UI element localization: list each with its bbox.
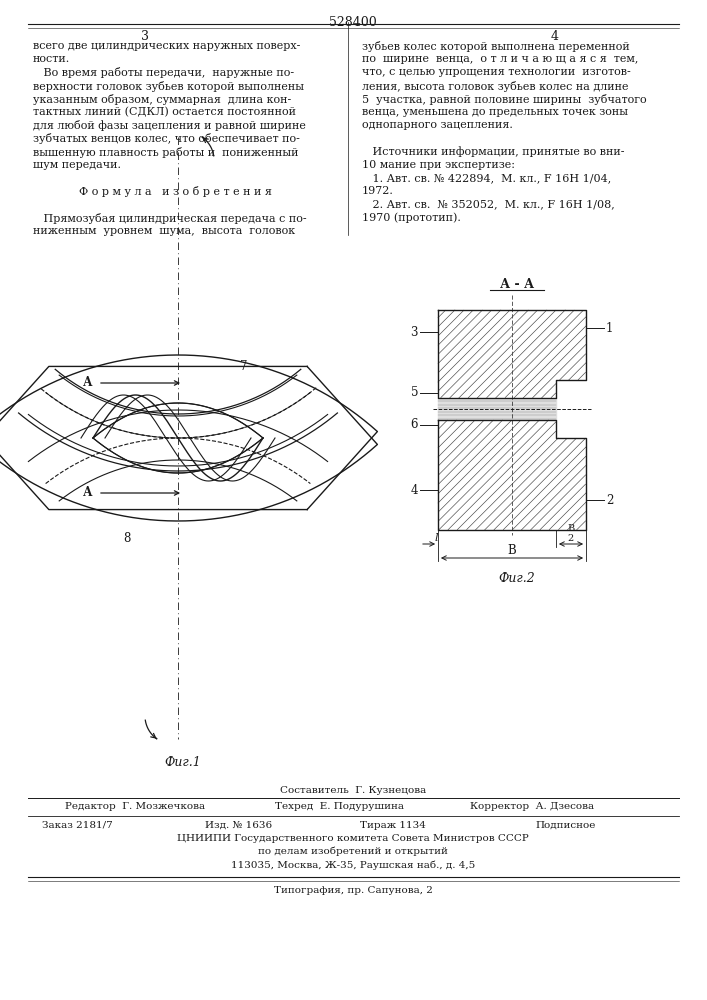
Text: B: B (508, 544, 516, 557)
Text: Фиг.2: Фиг.2 (498, 572, 535, 585)
Text: однопарного зацепления.: однопарного зацепления. (362, 120, 513, 130)
Text: 2. Авт. св.  № 352052,  М. кл., F 16H 1/08,: 2. Авт. св. № 352052, М. кл., F 16H 1/08… (362, 199, 615, 209)
Text: зубчатых венцов колес, что обеспечивает по-: зубчатых венцов колес, что обеспечивает … (33, 133, 300, 144)
Text: Типография, пр. Сапунова, 2: Типография, пр. Сапунова, 2 (274, 886, 433, 895)
Text: для любой фазы зацепления и равной ширине: для любой фазы зацепления и равной ширин… (33, 120, 306, 131)
Text: верхности головок зубьев которой выполнены: верхности головок зубьев которой выполне… (33, 81, 304, 92)
Text: ниженным  уровнем  шума,  высота  головок: ниженным уровнем шума, высота головок (33, 226, 295, 236)
Text: 1: 1 (606, 322, 614, 334)
Text: 8: 8 (123, 532, 130, 544)
Text: Подписное: Подписное (535, 821, 595, 830)
Bar (438, 398, 556, 420)
Text: по  ширине  венца,  о т л и ч а ю щ а я с я  тем,: по ширине венца, о т л и ч а ю щ а я с я… (362, 54, 638, 64)
Text: вышенную плавность работы и  пониженный: вышенную плавность работы и пониженный (33, 147, 298, 158)
Text: 1972.: 1972. (362, 186, 394, 196)
Text: B
2: B 2 (568, 524, 575, 543)
Text: Тираж 1134: Тираж 1134 (360, 821, 426, 830)
Text: 7: 7 (240, 360, 247, 372)
Text: 4: 4 (551, 30, 559, 43)
Text: по делам изобретений и открытий: по делам изобретений и открытий (258, 847, 448, 856)
Text: Ф о р м у л а   и з о б р е т е н и я: Ф о р м у л а и з о б р е т е н и я (78, 186, 271, 197)
Text: 6: 6 (411, 418, 418, 432)
Text: 5: 5 (411, 386, 418, 399)
Text: 3: 3 (411, 326, 418, 338)
Polygon shape (438, 420, 586, 530)
Text: Составитель  Г. Кузнецова: Составитель Г. Кузнецова (280, 786, 426, 795)
Text: Источники информации, принятые во вни-: Источники информации, принятые во вни- (362, 147, 624, 157)
Text: А: А (83, 486, 93, 498)
Text: Во время работы передачи,  наружные по-: Во время работы передачи, наружные по- (33, 67, 294, 78)
Text: шум передачи.: шум передачи. (33, 160, 121, 170)
Text: 4: 4 (411, 484, 418, 496)
Text: всего две цилиндрических наружных поверх-: всего две цилиндрических наружных поверх… (33, 41, 300, 51)
Text: 10 мание при экспертизе:: 10 мание при экспертизе: (362, 160, 515, 170)
Text: ности.: ности. (33, 54, 70, 64)
Text: 1970 (прототип).: 1970 (прототип). (362, 213, 461, 223)
Text: l: l (435, 533, 438, 543)
Text: 5  участка, равной половине ширины  зубчатого: 5 участка, равной половине ширины зубчат… (362, 94, 647, 105)
Text: 113035, Москва, Ж-35, Раушская наб., д. 4,5: 113035, Москва, Ж-35, Раушская наб., д. … (231, 860, 475, 869)
Text: 3: 3 (141, 30, 149, 43)
Text: Техред  Е. Подурушина: Техред Е. Подурушина (275, 802, 404, 811)
Text: Редактор  Г. Мозжечкова: Редактор Г. Мозжечкова (65, 802, 205, 811)
Text: ления, высота головок зубьев колес на длине: ления, высота головок зубьев колес на дл… (362, 81, 629, 92)
Text: зубьев колес которой выполнена переменной: зубьев колес которой выполнена переменно… (362, 41, 630, 52)
Text: Корректор  А. Дзесова: Корректор А. Дзесова (470, 802, 594, 811)
Text: 528400: 528400 (329, 16, 377, 29)
Text: 2: 2 (606, 493, 614, 506)
Text: А: А (83, 375, 93, 388)
Text: венца, уменьшена до предельных точек зоны: венца, уменьшена до предельных точек зон… (362, 107, 628, 117)
Text: Изд. № 1636: Изд. № 1636 (205, 821, 272, 830)
Text: Прямозубая цилиндрическая передача с по-: Прямозубая цилиндрическая передача с по- (33, 213, 307, 224)
Text: Заказ 2181/7: Заказ 2181/7 (42, 821, 112, 830)
Text: тактных линий (СДКЛ) остается постоянной: тактных линий (СДКЛ) остается постоянной (33, 107, 296, 117)
Text: А - А: А - А (500, 278, 534, 291)
Text: 1. Авт. св. № 422894,  М. кл., F 16H 1/04,: 1. Авт. св. № 422894, М. кл., F 16H 1/04… (362, 173, 612, 183)
Text: что, с целью упрощения технологии  изготов-: что, с целью упрощения технологии изгото… (362, 67, 631, 77)
Polygon shape (438, 310, 586, 398)
Text: указанным образом, суммарная  длина кон-: указанным образом, суммарная длина кон- (33, 94, 291, 105)
Text: Фиг.1: Фиг.1 (165, 756, 201, 769)
Text: ЦНИИПИ Государственного комитета Совета Министров СССР: ЦНИИПИ Государственного комитета Совета … (177, 834, 529, 843)
